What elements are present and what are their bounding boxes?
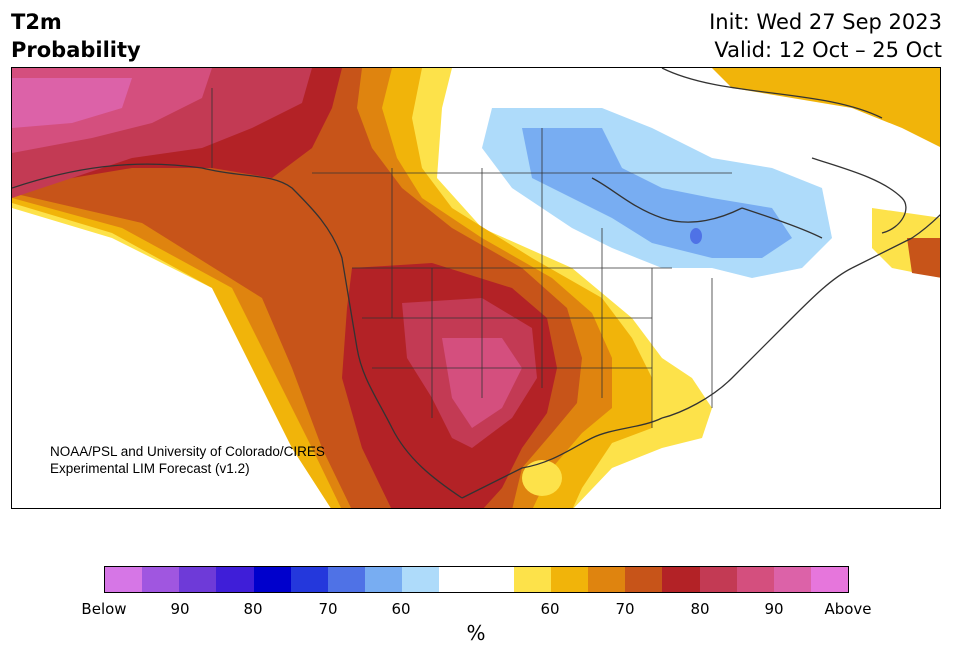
- colorbar-tick-label: 70: [615, 600, 635, 618]
- forecast-dates: Init: Wed 27 Sep 2023 Valid: 12 Oct – 25…: [709, 8, 942, 64]
- colorbar-swatch: [513, 567, 551, 592]
- colorbar-swatch: [810, 567, 849, 592]
- alaska-peak-region: [12, 78, 132, 128]
- colorbar-swatch: [662, 567, 700, 592]
- cold-70-region: [522, 128, 792, 258]
- colorbar-tick-label: 60: [540, 600, 560, 618]
- colorbar-swatch: [253, 567, 291, 592]
- valid-range: Valid: 12 Oct – 25 Oct: [714, 38, 942, 62]
- colorbar-swatch: [773, 567, 811, 592]
- colorbar-unit: %: [466, 621, 486, 645]
- colorbar-swatch: [365, 567, 403, 592]
- map-title: T2m Probability: [11, 8, 141, 64]
- texas-spot: [522, 460, 562, 496]
- east-canada-warm-region: [712, 68, 940, 147]
- title-line-2: Probability: [11, 38, 141, 62]
- coastlines: [12, 68, 940, 499]
- colorbar-swatch: [439, 567, 477, 592]
- colorbar-swatch: [550, 567, 589, 592]
- colorbar-tick-label: 80: [690, 600, 710, 618]
- state-borders: [211, 88, 732, 428]
- colorbar-swatch: [588, 567, 626, 592]
- colorbar-swatch: [179, 567, 217, 592]
- colorbar-tick-label: 80: [243, 600, 263, 618]
- colorbar-swatch: [327, 567, 366, 592]
- colorbar-swatch: [105, 567, 143, 592]
- colorbar-swatch: [216, 567, 254, 592]
- colorbar-swatch: [476, 567, 514, 592]
- title-line-1: T2m: [11, 10, 62, 34]
- newfoundland-70-region: [907, 238, 940, 278]
- colorbar-swatch: [625, 567, 663, 592]
- probability-map: NOAA/PSL and University of Colorado/CIRE…: [12, 68, 940, 508]
- colorbar-swatch: [402, 567, 440, 592]
- colorbar-swatch: [699, 567, 737, 592]
- colorbar-tick-label: 70: [318, 600, 338, 618]
- colorbar-tick-label: Above: [824, 600, 872, 618]
- colorbar-swatch: [736, 567, 774, 592]
- map-panel: NOAA/PSL and University of Colorado/CIRE…: [11, 67, 941, 509]
- cold-80-spot: [690, 228, 702, 244]
- colorbar-swatch: [142, 567, 180, 592]
- colorbar-tick-label: 90: [764, 600, 784, 618]
- colorbar-swatch: [290, 567, 328, 592]
- credit-line-2: Experimental LIM Forecast (v1.2): [50, 461, 250, 476]
- colorbar: [104, 566, 849, 593]
- colorbar-tick-label: Below: [81, 600, 127, 618]
- credit-line-1: NOAA/PSL and University of Colorado/CIRE…: [50, 444, 325, 459]
- init-date: Init: Wed 27 Sep 2023: [709, 10, 942, 34]
- colorbar-tick-label: 60: [391, 600, 411, 618]
- colorbar-tick-label: 90: [170, 600, 190, 618]
